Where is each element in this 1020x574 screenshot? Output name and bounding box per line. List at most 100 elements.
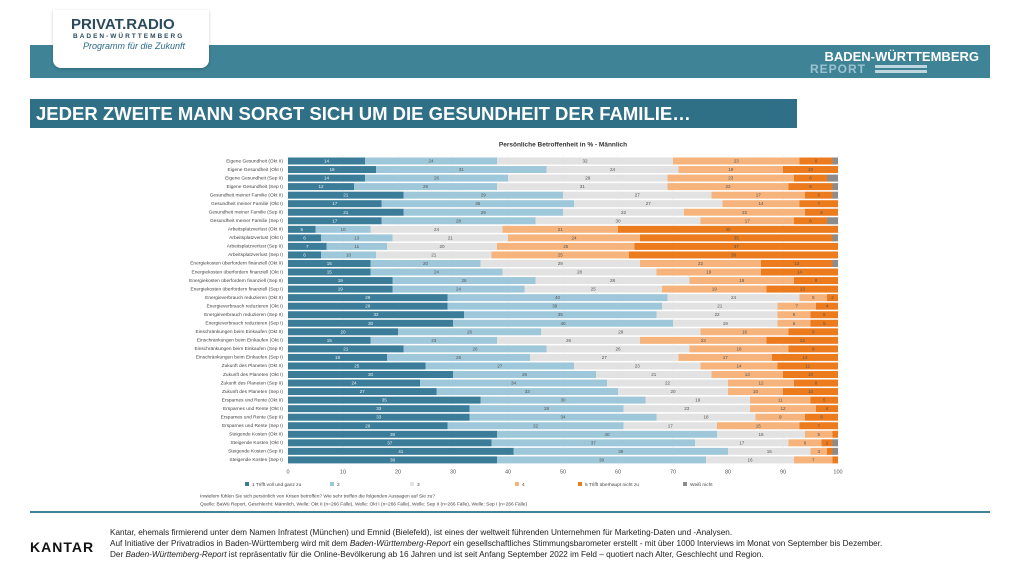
data-label: 39 — [618, 449, 624, 454]
data-label: 24 — [571, 235, 577, 240]
data-label: 6 — [809, 218, 812, 223]
footer-text-part: Der — [110, 550, 126, 559]
bar-segment — [794, 217, 827, 225]
y-tick-label: Arbeitsplatzverlust (Sep I) — [228, 252, 283, 258]
bar-segment — [376, 251, 492, 259]
data-label: 30 — [615, 218, 621, 223]
data-label: 35 — [558, 312, 564, 317]
data-label: 20 — [423, 261, 429, 266]
data-label: 4 — [826, 304, 829, 309]
bar-segment — [480, 396, 646, 404]
data-label: 40 — [560, 321, 566, 326]
bar-segment — [783, 166, 838, 174]
data-label: 19 — [706, 270, 712, 275]
bar-segment — [288, 439, 492, 447]
data-label: 28 — [456, 218, 462, 223]
data-label: 11 — [778, 398, 783, 403]
data-label: 13 — [800, 338, 806, 343]
bar-segment — [794, 277, 838, 285]
bar-segment — [288, 191, 404, 199]
data-label: 28 — [544, 406, 550, 411]
bar-segment — [321, 251, 376, 259]
bar-segment — [447, 294, 668, 302]
bar-segment — [354, 183, 497, 191]
data-label: 6 — [804, 440, 807, 445]
data-label: 25 — [354, 363, 360, 368]
data-label: 10 — [340, 227, 346, 232]
data-label: 40 — [604, 432, 610, 437]
data-label: 29 — [365, 423, 371, 428]
legend-label: 5 Trifft überhaupt nicht zu — [585, 482, 639, 488]
bar-segment — [453, 319, 673, 327]
bar-segment — [326, 242, 387, 250]
data-label: 16 — [742, 329, 748, 334]
data-label: 10 — [346, 252, 352, 257]
bar-segment — [288, 362, 426, 370]
data-label: 29 — [618, 329, 624, 334]
data-label: 9 — [812, 329, 815, 334]
data-label: 18 — [736, 346, 742, 351]
y-tick-label: Eigene Gesundheit (Sep II) — [225, 175, 283, 181]
data-label: 31 — [580, 184, 586, 189]
data-label: 7 — [812, 457, 815, 462]
data-label: 22 — [725, 184, 731, 189]
legend-swatch — [330, 482, 334, 486]
bar-segment — [288, 174, 365, 182]
bar-segment — [497, 242, 635, 250]
data-label: 26 — [423, 184, 429, 189]
data-label: 29 — [558, 261, 564, 266]
bar-segment — [810, 319, 838, 327]
data-label: 14 — [324, 159, 330, 164]
bar-segment — [788, 345, 838, 353]
bar-segment — [832, 191, 838, 199]
y-tick-label: Ersparnes und Rente (Sep II) — [221, 414, 284, 420]
bar-segment — [777, 362, 838, 370]
bar-segment — [387, 353, 530, 361]
bar-segment — [684, 208, 805, 216]
y-tick-label: Energiekosten überfordern finanziell (Ok… — [192, 269, 284, 275]
data-label: 23 — [635, 363, 641, 368]
data-label: 11 — [354, 244, 359, 249]
bar-segment — [535, 217, 701, 225]
y-tick-label: Energieverbrauch reduzieren (Sep II) — [204, 312, 283, 318]
data-label: 6 — [793, 321, 796, 326]
bar-segment — [403, 208, 563, 216]
footer-line: Der Baden-Württemberg-Report ist repräse… — [110, 549, 882, 560]
bar-segment — [640, 234, 833, 242]
bar-segment — [777, 302, 816, 310]
bar-segment — [689, 345, 789, 353]
data-label: 37 — [591, 440, 597, 445]
data-label: 24 — [351, 381, 357, 386]
y-tick-label: Eigene Gesundheit (Okt I) — [228, 167, 284, 173]
bar-segment — [761, 259, 833, 267]
data-label: 35 — [382, 398, 388, 403]
data-label: 28 — [577, 270, 583, 275]
bar-segment — [717, 430, 805, 438]
bar-segment — [502, 268, 657, 276]
bar-segment — [497, 183, 668, 191]
legend-label: 2 — [337, 482, 340, 488]
bar-segment — [629, 251, 838, 259]
data-label: 17 — [332, 201, 338, 206]
bar-segment — [832, 183, 838, 191]
bar-segment — [288, 447, 514, 455]
bar-segment — [513, 447, 728, 455]
bar-segment — [722, 200, 800, 208]
y-tick-label: Energiekosten überfordern finanziell (Ok… — [190, 261, 283, 267]
bar-segment — [524, 285, 662, 293]
bar-segment — [706, 456, 794, 464]
data-label: 34 — [511, 381, 517, 386]
data-label: 30 — [368, 372, 374, 377]
bar-segment — [689, 277, 794, 285]
bar-segment — [370, 268, 503, 276]
footer-text-part: Kantar, ehemals firmierend unter dem Nam… — [110, 528, 733, 537]
y-tick-label: Einschränkungen beim Einkaufen (Sep I) — [196, 355, 284, 361]
bar-segment — [832, 234, 838, 242]
bar-segment — [788, 183, 833, 191]
data-label: 29 — [481, 210, 487, 215]
y-tick-label: Einschränkungen beim Einkaufen (Okt II) — [196, 329, 284, 335]
bar-segment — [502, 225, 618, 233]
bar-segment — [799, 422, 838, 430]
data-label: 32 — [533, 423, 539, 428]
